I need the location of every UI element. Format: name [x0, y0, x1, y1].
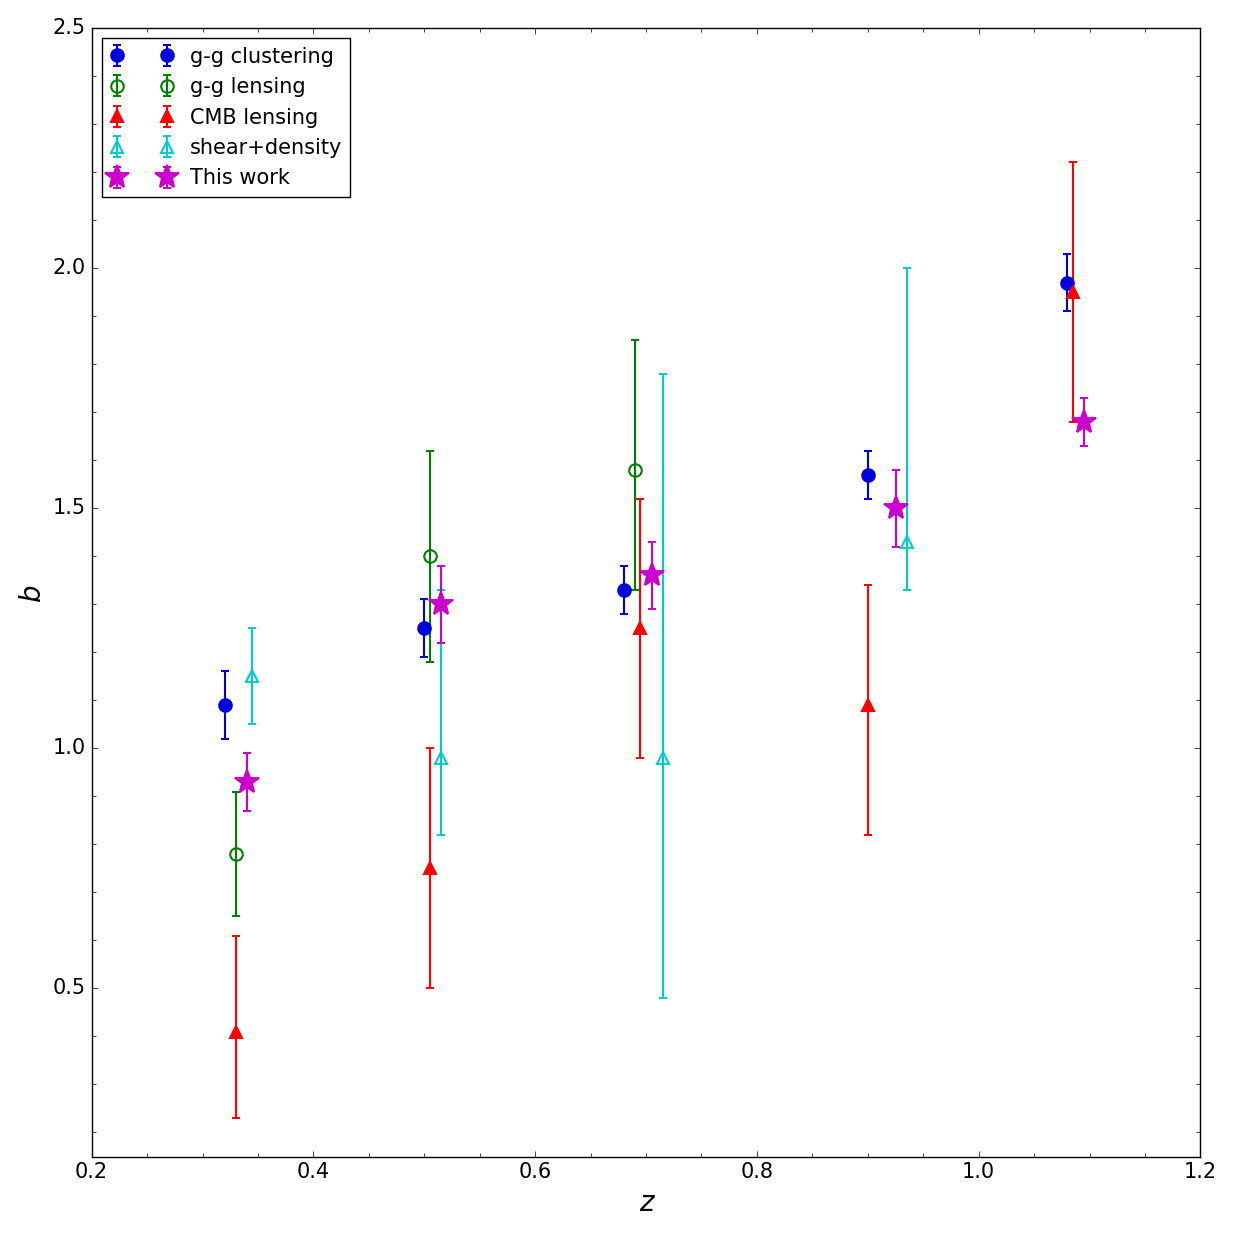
Y-axis label: b: b [19, 583, 46, 601]
Legend: g-g clustering, g-g lensing, CMB lensing, shear+density, This work: g-g clustering, g-g lensing, CMB lensing… [103, 38, 351, 196]
X-axis label: z: z [638, 1189, 653, 1216]
